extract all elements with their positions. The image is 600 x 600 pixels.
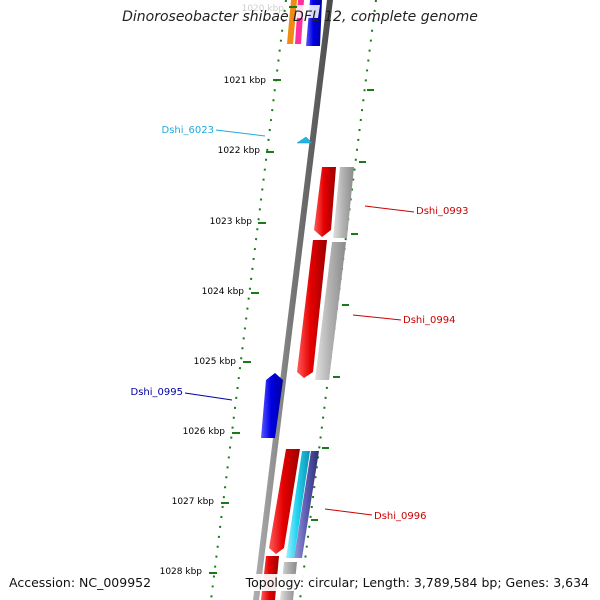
genome-summary-text: Topology: circular; Length: 3,789,584 bp… (242, 574, 592, 591)
gene-white-top (296, 5, 320, 18)
gene-label-dshi-6023: Dshi_6023 (162, 125, 214, 136)
gene-dshi-0996 (269, 449, 300, 554)
tick-label: 1025 kbp (194, 357, 237, 367)
gene-labels: Dshi_6023 Dshi_0993 Dshi_0994 Dshi_0995 … (131, 125, 469, 522)
gene-label-dshi-0994: Dshi_0994 (403, 315, 455, 326)
callout-line (364, 205, 415, 213)
tracks (210, 0, 377, 600)
gene-slate (294, 451, 319, 558)
tick-label: 1022 kbp (218, 146, 261, 156)
tick-label: 1020 kbp (242, 4, 285, 14)
callout-line (184, 392, 233, 401)
genome-backbone (253, 0, 333, 600)
gene-rna-marker (296, 136, 313, 144)
tick-group: 1020 kbp 1021 kbp 1022 kbp 1023 kbp 1024… (160, 4, 374, 577)
gene-label-dshi-0996: Dshi_0996 (374, 511, 426, 522)
tick-label: 1024 kbp (202, 287, 245, 297)
gene-dshi-0994 (297, 240, 327, 378)
callout-line (215, 129, 266, 137)
tick-label: 1021 kbp (224, 76, 267, 86)
gene-dshi-0993 (314, 167, 336, 237)
gene-label-dshi-0995: Dshi_0995 (131, 387, 183, 398)
outer-dotted-track (299, 0, 377, 600)
tick-label: 1023 kbp (210, 217, 253, 227)
top-gene-cluster (287, 0, 322, 46)
gene-gray-1 (333, 167, 354, 238)
gene-label-dshi-0993: Dshi_0993 (416, 206, 468, 217)
callout-line (352, 314, 402, 321)
callout-line (324, 508, 373, 516)
gene-dshi-0995 (261, 373, 283, 438)
gene-orange (287, 0, 297, 44)
gene-cyan (286, 451, 310, 558)
tick-label: 1026 kbp (183, 427, 226, 437)
gene-gray-2 (315, 242, 346, 380)
tick-label: 1027 kbp (172, 497, 215, 507)
tick-label: 1028 kbp (160, 567, 203, 577)
accession-text: Accession: NC_009952 (6, 574, 155, 591)
map-title: Dinoroseobacter shibae DFL 12, complete … (122, 9, 478, 25)
inner-dotted-track (210, 0, 287, 600)
